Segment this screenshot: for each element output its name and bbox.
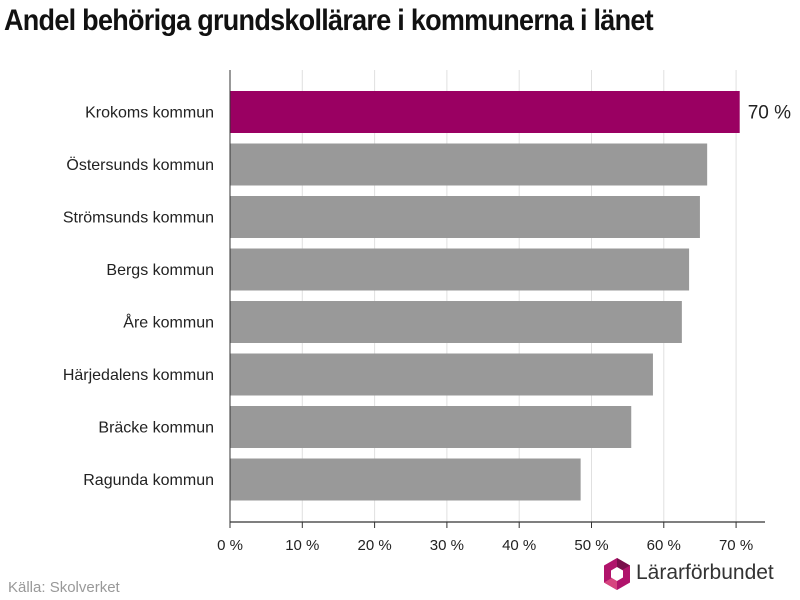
category-label: Krokoms kommun <box>85 105 214 122</box>
x-tick-label: 70 % <box>719 537 753 554</box>
category-label: Bräcke kommun <box>98 420 214 437</box>
bar <box>230 196 700 238</box>
category-label: Bergs kommun <box>106 262 214 279</box>
bar <box>230 301 682 343</box>
bar <box>230 406 632 448</box>
category-label: Östersunds kommun <box>66 156 214 174</box>
category-label: Åre kommun <box>123 313 214 332</box>
category-label: Härjedalens kommun <box>63 367 214 384</box>
logo-text: Lärarförbundet <box>636 561 774 584</box>
data-labels: 70 % <box>748 103 791 124</box>
data-label: 70 % <box>748 103 791 124</box>
logo-hexagon-icon <box>604 558 630 590</box>
x-tick-label: 0 % <box>217 537 243 554</box>
x-tick-label: 10 % <box>285 537 319 554</box>
x-tick-label: 40 % <box>502 537 536 554</box>
bar <box>230 248 690 291</box>
x-tick-label: 60 % <box>647 537 681 554</box>
category-labels: Krokoms kommun Östersunds kommun Strömsund… <box>63 105 214 490</box>
bar <box>230 458 581 501</box>
bar <box>230 353 653 396</box>
lararforbundet-logo: Lärarförbundet <box>602 556 794 594</box>
category-label: Strömsunds kommun <box>63 210 214 227</box>
category-label: Ragunda kommun <box>83 472 214 489</box>
gridlines <box>301 70 737 522</box>
bar <box>230 91 740 133</box>
source-note: Källa: Skolverket <box>8 579 120 596</box>
x-axis: 0 % 10 % 20 % 30 % 40 % 50 % 60 % 70 % <box>217 70 765 554</box>
x-tick-label: 50 % <box>574 537 608 554</box>
bar <box>230 143 708 186</box>
chart-title: Andel behöriga grundskollärare i kommune… <box>4 4 654 37</box>
x-tick-label: 30 % <box>430 537 464 554</box>
x-tick-label: 20 % <box>357 537 391 554</box>
bars <box>230 91 740 501</box>
